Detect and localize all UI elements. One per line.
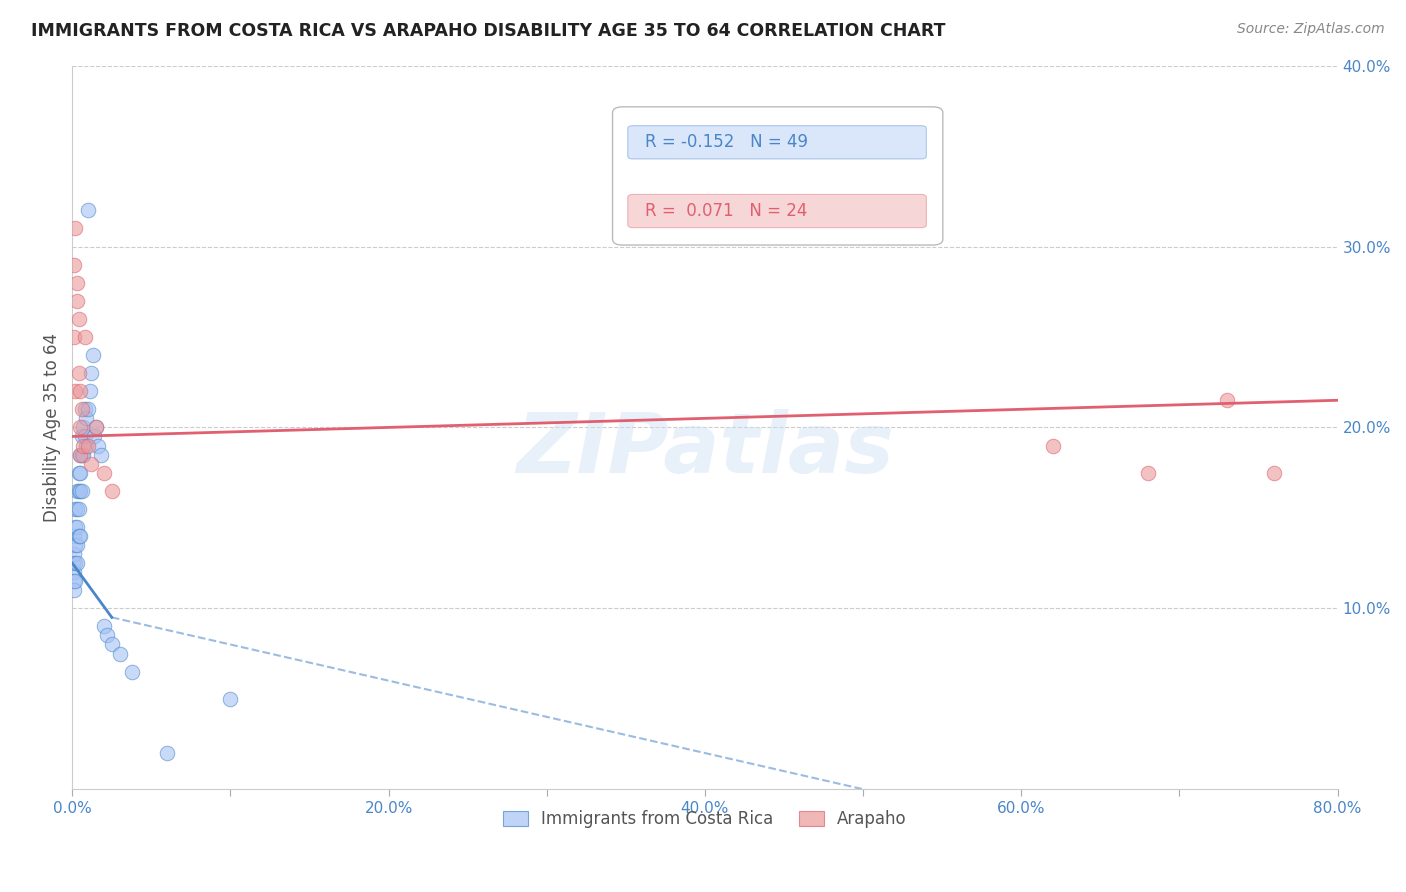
Point [75, 411, 97, 425]
Point [67, 311, 90, 326]
Point [62, 583, 84, 598]
FancyBboxPatch shape [627, 126, 927, 159]
Text: Source: ZipAtlas.com: Source: ZipAtlas.com [1237, 22, 1385, 37]
Point [66, 538, 89, 552]
Point [62, 556, 84, 570]
Point [614, 186, 637, 200]
Point [1216, 393, 1239, 408]
Point [69, 483, 91, 498]
Point [84, 420, 107, 434]
Point [69, 529, 91, 543]
Text: R =  0.071   N = 24: R = 0.071 N = 24 [645, 202, 808, 220]
Point [66, 276, 89, 290]
Point [100, 483, 122, 498]
Point [66, 520, 89, 534]
Point [83, 429, 105, 443]
Point [62, 529, 84, 543]
Point [93, 466, 115, 480]
Point [69, 384, 91, 399]
Point [72, 448, 94, 462]
Point [65, 556, 87, 570]
Point [67, 483, 90, 498]
Point [62, 574, 84, 589]
Point [67, 366, 90, 380]
Y-axis label: Disability Age 35 to 64: Disability Age 35 to 64 [44, 333, 60, 522]
Point [77, 203, 100, 218]
Point [65, 520, 87, 534]
Text: IMMIGRANTS FROM COSTA RICA VS ARAPAHO DISABILITY AGE 35 TO 64 CORRELATION CHART: IMMIGRANTS FROM COSTA RICA VS ARAPAHO DI… [31, 22, 945, 40]
Point [96, 628, 118, 642]
Text: ZIPatlas: ZIPatlas [516, 409, 894, 490]
Point [67, 529, 90, 543]
Point [67, 501, 90, 516]
Point [100, 638, 122, 652]
Point [73, 402, 96, 417]
Point [93, 619, 115, 633]
Point [70, 429, 93, 443]
Point [65, 384, 87, 399]
Point [1263, 466, 1285, 480]
Point [75, 438, 97, 452]
Point [66, 483, 89, 498]
Point [70, 483, 93, 498]
Point [121, 665, 143, 679]
Point [66, 556, 89, 570]
Point [1042, 438, 1064, 452]
Point [69, 466, 91, 480]
Point [73, 429, 96, 443]
Point [1136, 466, 1159, 480]
Point [73, 330, 96, 344]
Point [156, 746, 179, 760]
Point [72, 420, 94, 434]
Point [70, 402, 93, 417]
Point [66, 293, 89, 308]
Point [62, 330, 84, 344]
Point [70, 448, 93, 462]
Point [65, 221, 87, 235]
Point [62, 258, 84, 272]
Point [69, 420, 91, 434]
Point [77, 438, 100, 452]
Point [80, 457, 103, 471]
Point [65, 501, 87, 516]
Point [77, 402, 100, 417]
FancyBboxPatch shape [627, 194, 927, 227]
Point [72, 438, 94, 452]
Point [65, 538, 87, 552]
Point [65, 574, 87, 589]
Text: R = -0.152   N = 49: R = -0.152 N = 49 [645, 133, 808, 152]
Point [86, 438, 108, 452]
Point [82, 348, 104, 362]
Point [219, 691, 242, 706]
Legend: Immigrants from Costa Rica, Arapaho: Immigrants from Costa Rica, Arapaho [496, 804, 914, 835]
Point [80, 366, 103, 380]
Point [67, 466, 90, 480]
FancyBboxPatch shape [613, 107, 943, 245]
Point [69, 448, 91, 462]
Point [62, 565, 84, 579]
Point [90, 448, 112, 462]
Point [66, 501, 89, 516]
Point [108, 647, 131, 661]
Point [69, 448, 91, 462]
Point [62, 547, 84, 561]
Point [79, 384, 101, 399]
Point [84, 420, 107, 434]
